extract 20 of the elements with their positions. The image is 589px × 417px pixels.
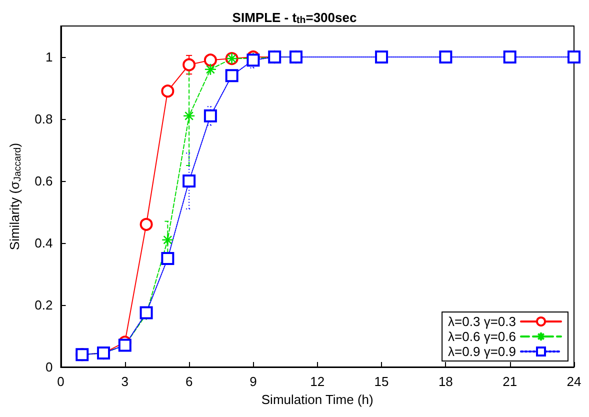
y-tick-label: 0 <box>46 360 53 374</box>
legend-label: λ=0.3 γ=0.3 <box>448 314 516 329</box>
x-tick-label: 21 <box>502 374 518 389</box>
y-tick-label: 0.8 <box>34 112 53 126</box>
y-tick-label: 1 <box>46 50 53 64</box>
legend-label: λ=0.6 γ=0.6 <box>448 329 516 344</box>
y-tick-label: 0.2 <box>34 298 53 312</box>
x-tick-label: 6 <box>185 374 193 389</box>
x-axis-title: Simulation Time (h) <box>261 392 374 407</box>
x-tick-label: 0 <box>57 374 64 389</box>
x-tick-label: 3 <box>121 374 129 389</box>
x-tick-label: 9 <box>250 374 257 389</box>
x-tick-label: 24 <box>566 374 582 389</box>
x-tick-label: 18 <box>438 374 453 389</box>
y-tick-label: 0.6 <box>34 174 53 188</box>
y-tick-label: 0.4 <box>34 236 53 250</box>
x-tick-label: 12 <box>310 374 325 389</box>
legend-label: λ=0.9 γ=0.9 <box>448 344 516 359</box>
x-tick-label: 15 <box>374 374 389 389</box>
y-axis-title: Similarity (σJaccard) <box>7 142 24 250</box>
